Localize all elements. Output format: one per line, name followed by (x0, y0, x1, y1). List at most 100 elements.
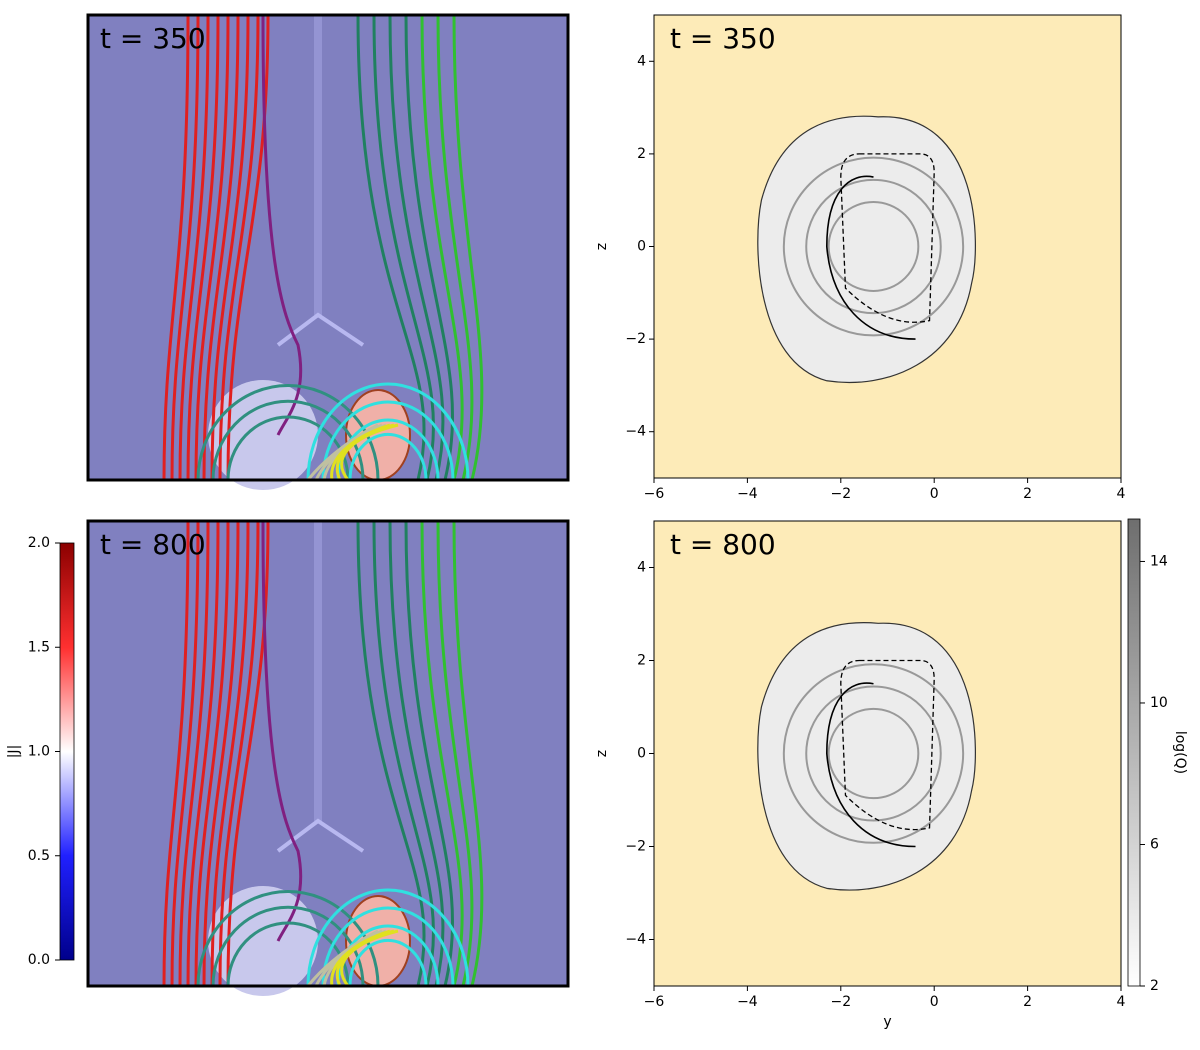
field-line (261, 520, 303, 942)
y-axis-label: z (594, 243, 610, 250)
time-label: t = 800 (100, 528, 206, 561)
y-tick-label: −4 (625, 424, 646, 440)
field-line (404, 520, 455, 987)
field-line (202, 14, 240, 481)
x-tick-label: 2 (1023, 486, 1032, 502)
colorbar-tick-label: 6 (1150, 836, 1159, 852)
field-line (162, 520, 190, 987)
render-panel: t = 800 (86, 519, 570, 996)
x-tick-label: −4 (737, 994, 758, 1010)
render-panel: t = 350 (86, 13, 570, 490)
field-line (420, 14, 464, 481)
x-tick-label: −6 (644, 486, 665, 502)
current-sheet (276, 818, 365, 853)
field-line (261, 14, 303, 436)
y-tick-label: −2 (625, 839, 646, 855)
y-tick-label: 0 (637, 746, 646, 762)
loop (306, 382, 470, 481)
x-tick-label: 2 (1023, 994, 1032, 1010)
frame (86, 13, 570, 482)
colorbar-tick-label: 2.0 (28, 535, 50, 551)
colorbar-tick-label: 10 (1150, 695, 1168, 711)
loop (196, 890, 380, 987)
field-line (170, 14, 200, 481)
field-line (162, 14, 190, 481)
field-line (372, 14, 435, 481)
x-tick-label: −2 (830, 994, 851, 1010)
field-line (356, 14, 426, 481)
field-line (452, 520, 484, 987)
field-line (420, 520, 464, 987)
field-line (178, 14, 210, 481)
y-tick-label: 2 (637, 146, 646, 162)
x-tick-label: −2 (830, 486, 851, 502)
y-tick-label: 0 (637, 239, 646, 255)
q-ring (782, 663, 965, 844)
y-tick-label: 4 (637, 53, 646, 69)
dome (208, 886, 318, 996)
field-line (388, 520, 445, 987)
colorbar-tick-label: 14 (1150, 553, 1168, 569)
field-line (218, 14, 260, 481)
colorbar-label: log(Q) (1172, 731, 1188, 774)
field-line (194, 14, 230, 481)
y-tick-label: 2 (637, 653, 646, 669)
y-axis-label: z (594, 750, 610, 757)
y-tick-label: −4 (625, 932, 646, 948)
field-line (436, 520, 474, 987)
x-tick-label: −4 (737, 486, 758, 502)
loop (306, 888, 470, 987)
field-line (218, 520, 260, 987)
loop (196, 384, 380, 481)
field-line (356, 520, 426, 987)
loop (321, 906, 455, 987)
x-tick-label: 0 (930, 994, 939, 1010)
flux-rope (340, 423, 399, 481)
field-line (210, 520, 250, 987)
loop (348, 432, 428, 481)
q-ring (827, 201, 920, 292)
dashed-contour (840, 153, 935, 323)
x-tick-label: 4 (1117, 486, 1126, 502)
dome (208, 380, 318, 490)
field-line (186, 520, 220, 987)
colorbar-tick-label: 0.5 (28, 848, 50, 864)
x-axis-label: y (883, 1014, 891, 1030)
y-tick-label: −2 (625, 331, 646, 347)
q-map (757, 115, 976, 384)
background (88, 521, 568, 986)
colorbar (1127, 518, 1141, 987)
x-tick-label: 0 (930, 486, 939, 502)
field-line (452, 14, 484, 481)
time-label: t = 350 (100, 22, 206, 55)
q-ring (805, 685, 942, 822)
field-line (170, 520, 200, 987)
time-label: t = 350 (670, 22, 776, 55)
field-line (372, 520, 435, 987)
loop (321, 400, 455, 481)
colorbar-tick-label: 2 (1150, 978, 1159, 994)
field-line (178, 520, 210, 987)
field-line (210, 14, 250, 481)
loop (348, 938, 428, 987)
flux-rope (340, 929, 399, 987)
current-sheet (276, 312, 365, 347)
field-line (194, 520, 230, 987)
y-tick-label: 4 (637, 560, 646, 576)
field-line (436, 14, 474, 481)
loop (211, 399, 365, 481)
field-line (202, 520, 240, 987)
q-map (757, 622, 976, 891)
colorbar-tick-label: 0.0 (28, 952, 50, 968)
solid-contour (825, 175, 916, 340)
x-tick-label: −6 (644, 994, 665, 1010)
dashed-contour (840, 659, 935, 831)
field-line (186, 14, 220, 481)
q-ring (805, 178, 942, 315)
colorbar-tick-label: 1.5 (28, 639, 50, 655)
frame (86, 519, 570, 988)
colorbar (59, 542, 75, 961)
field-line (388, 14, 445, 481)
background (88, 15, 568, 480)
